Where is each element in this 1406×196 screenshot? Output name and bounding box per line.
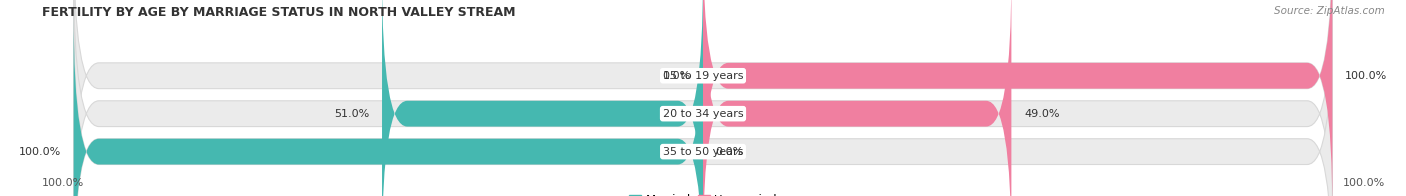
Text: 100.0%: 100.0% [42,178,84,188]
FancyBboxPatch shape [703,0,1011,196]
Text: 51.0%: 51.0% [335,109,370,119]
Legend: Married, Unmarried: Married, Unmarried [624,189,782,196]
Text: 20 to 34 years: 20 to 34 years [662,109,744,119]
FancyBboxPatch shape [382,0,703,196]
Text: 100.0%: 100.0% [18,147,60,157]
Text: 0.0%: 0.0% [716,147,744,157]
Text: 100.0%: 100.0% [1343,178,1385,188]
FancyBboxPatch shape [73,0,1333,196]
Text: 0.0%: 0.0% [662,71,690,81]
FancyBboxPatch shape [703,0,1333,196]
Text: 100.0%: 100.0% [1346,71,1388,81]
Text: Source: ZipAtlas.com: Source: ZipAtlas.com [1274,6,1385,16]
Text: FERTILITY BY AGE BY MARRIAGE STATUS IN NORTH VALLEY STREAM: FERTILITY BY AGE BY MARRIAGE STATUS IN N… [42,6,516,19]
Text: 49.0%: 49.0% [1024,109,1060,119]
FancyBboxPatch shape [73,13,1333,196]
Text: 15 to 19 years: 15 to 19 years [662,71,744,81]
FancyBboxPatch shape [73,13,703,196]
Text: 35 to 50 years: 35 to 50 years [662,147,744,157]
FancyBboxPatch shape [73,0,1333,196]
